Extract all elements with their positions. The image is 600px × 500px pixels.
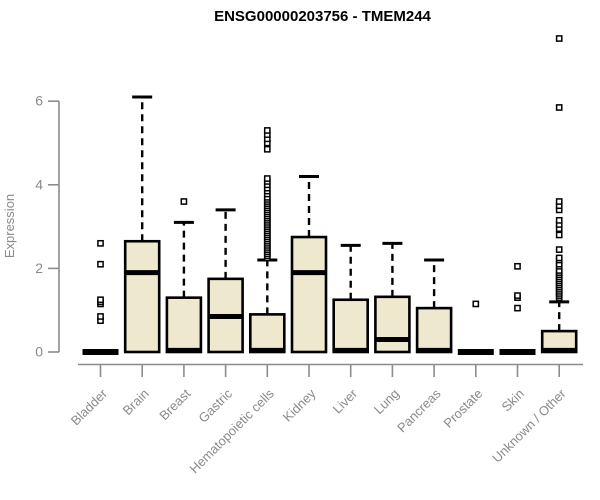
y-tick-label: 2 [35,260,43,276]
outlier-point [514,304,521,312]
outlier-point [180,198,188,205]
box-liver [332,243,370,354]
chart-title: ENSG00000203756 - TMEM244 [214,8,431,25]
y-tick-label: 0 [35,344,43,360]
box-breast [165,198,203,354]
box-rect [374,295,411,354]
box-gastric [207,208,244,354]
y-tick-label: 4 [35,176,43,192]
y-tick-label: 6 [35,93,43,109]
x-tick-label-unknown-other: Unknown / Other [489,385,569,465]
outlier-point [97,296,104,304]
outlier-point [472,300,480,308]
box-lung [374,241,411,354]
outlier-point [97,260,104,268]
box-brain [123,95,161,354]
outlier-point [97,239,104,247]
y-axis-title: Expression [2,194,17,258]
x-tick-label-lung: Lung [371,386,402,417]
outlier-point [555,254,563,262]
outlier-point [97,313,104,320]
outlier-point [555,216,563,224]
box-rect [165,296,203,354]
box-rect [249,313,286,354]
x-tick-label-bladder: Bladder [68,385,111,428]
x-tick-label-breast: Breast [156,386,193,423]
box-bladder [82,239,119,355]
outlier-point [555,104,563,111]
outlier-point [555,246,563,253]
outlier-point [263,175,271,182]
box-unknown-other [540,35,578,354]
box-kidney [290,174,328,354]
box-hematopoietic-cells [249,127,286,354]
x-tick-label-pancreas: Pancreas [394,386,444,436]
box-pancreas [415,258,453,354]
outlier-point [514,292,521,299]
box-rect [290,235,328,354]
outlier-point [555,231,563,239]
box-prostate [457,300,494,355]
outlier-point [514,262,521,270]
box-rect [123,239,161,354]
x-tick-label-brain: Brain [120,386,152,418]
box-rect [332,298,370,354]
x-tick-label-kidney: Kidney [280,386,319,425]
x-tick-label-liver: Liver [330,385,361,416]
x-tick-label-skin: Skin [499,386,527,414]
y-axis: 0 2 4 6 Expression [2,93,60,360]
x-tick-label-gastric: Gastric [195,386,235,426]
box-rect [415,306,453,354]
outlier-point [263,127,271,134]
x-tick-label-prostate: Prostate [440,386,485,431]
outlier-point [555,35,563,42]
outlier-point [263,145,271,153]
box-skin [499,262,536,355]
outlier-point [555,198,563,205]
